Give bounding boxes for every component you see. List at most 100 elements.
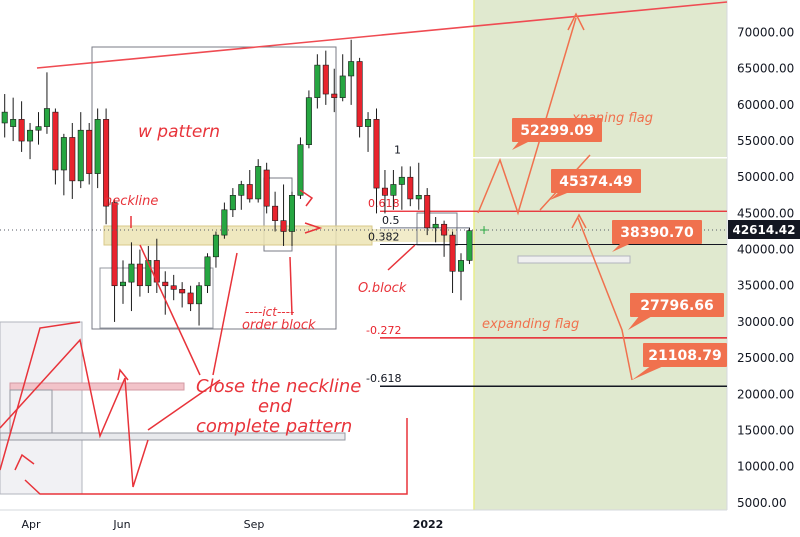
x-tick-label: Jun bbox=[112, 518, 130, 531]
close-end-label: end bbox=[258, 396, 292, 417]
current-price-text: 42614.42 bbox=[732, 223, 795, 237]
candle bbox=[339, 54, 346, 102]
fib-label: 1 bbox=[394, 144, 401, 157]
candle bbox=[272, 191, 279, 232]
ict-label-2: order block bbox=[242, 318, 316, 333]
price-tag: 27796.66 bbox=[628, 293, 724, 330]
candle bbox=[424, 188, 431, 236]
candle bbox=[365, 112, 372, 152]
candle bbox=[94, 108, 101, 189]
candle bbox=[52, 108, 59, 185]
candle bbox=[305, 90, 312, 149]
candle bbox=[136, 249, 143, 297]
close-arrow-2 bbox=[212, 252, 238, 376]
candle bbox=[120, 260, 127, 304]
candle bbox=[381, 170, 388, 214]
candle bbox=[398, 166, 405, 210]
expanding-flag-label: expanding flag bbox=[482, 317, 579, 332]
trend-line[interactable] bbox=[36, 1, 728, 69]
fib-levels: 1 0.618 0.5 0.382 -0.272 -0.618 bbox=[366, 144, 727, 387]
projection-up bbox=[477, 17, 577, 216]
candle bbox=[280, 184, 287, 246]
candle bbox=[356, 57, 363, 138]
candle bbox=[314, 54, 321, 109]
svg-text:45374.49: 45374.49 bbox=[559, 174, 633, 190]
candle bbox=[255, 159, 262, 203]
right-gray-bar bbox=[517, 255, 631, 264]
y-tick-label: 10000.00 bbox=[737, 460, 794, 474]
y-tick-label: 25000.00 bbox=[737, 351, 794, 365]
w-pattern-label: w pattern bbox=[138, 122, 220, 142]
candle bbox=[145, 245, 152, 293]
candle bbox=[77, 112, 84, 189]
ict-label-1: ----ict---- bbox=[245, 305, 294, 319]
candles bbox=[1, 39, 473, 326]
price-tag: 21108.79 bbox=[632, 343, 727, 380]
y-tick-label: 20000.00 bbox=[737, 387, 794, 401]
ict-arrow-side bbox=[304, 222, 323, 234]
fib-label: 0.618 bbox=[368, 197, 400, 210]
candle bbox=[466, 227, 473, 265]
x-tick-label: 2022 bbox=[413, 518, 444, 531]
candle bbox=[229, 188, 236, 218]
y-tick-label: 45000.00 bbox=[737, 206, 794, 220]
candle bbox=[221, 202, 228, 239]
y-tick-label: 30000.00 bbox=[737, 315, 794, 329]
w-arrows-left bbox=[14, 368, 129, 471]
fib-label: 0.5 bbox=[382, 214, 400, 227]
candle bbox=[407, 166, 414, 207]
candle bbox=[196, 282, 203, 326]
oblock-arrow bbox=[387, 244, 416, 271]
fib-label: -0.618 bbox=[366, 372, 401, 385]
candle bbox=[27, 122, 34, 160]
close-arrow-3 bbox=[147, 379, 221, 431]
candle bbox=[103, 108, 110, 225]
w-pattern-box bbox=[91, 46, 337, 330]
w-line-lower bbox=[0, 338, 149, 488]
y-tick-label: 60000.00 bbox=[737, 98, 794, 112]
candle bbox=[187, 285, 194, 312]
oblock-label: O.block bbox=[358, 281, 407, 296]
projection-down bbox=[577, 217, 633, 381]
y-tick-label: 50000.00 bbox=[737, 170, 794, 184]
svg-text:21108.79: 21108.79 bbox=[648, 348, 722, 364]
candle bbox=[415, 162, 422, 210]
candle bbox=[60, 133, 67, 196]
y-tick-label: 15000.00 bbox=[737, 423, 794, 437]
y-tick-label: 5000.00 bbox=[737, 496, 787, 510]
projection-lines bbox=[477, 12, 633, 381]
candle bbox=[322, 50, 329, 105]
fib-label: 0.382 bbox=[368, 231, 400, 244]
close-arrow-1 bbox=[139, 244, 201, 376]
candle bbox=[43, 72, 50, 134]
y-tick-label: 70000.00 bbox=[737, 26, 794, 40]
candle bbox=[111, 198, 118, 322]
forecast-zone bbox=[474, 0, 727, 510]
left-gray-zone bbox=[0, 321, 83, 495]
candle bbox=[86, 122, 93, 185]
oblock-zone bbox=[372, 229, 456, 242]
candle bbox=[212, 231, 219, 268]
y-tick-label: 35000.00 bbox=[737, 279, 794, 293]
svg-text:38390.70: 38390.70 bbox=[620, 225, 694, 241]
ict-arrow-bracket bbox=[299, 189, 314, 207]
candle bbox=[331, 68, 338, 113]
left-gray-bar bbox=[0, 432, 346, 441]
candle bbox=[204, 253, 211, 293]
complete-pattern-label: complete pattern bbox=[196, 416, 352, 437]
svg-text:27796.66: 27796.66 bbox=[640, 298, 714, 314]
candle bbox=[69, 122, 76, 199]
candle bbox=[170, 274, 177, 301]
fib-label: -0.272 bbox=[366, 324, 401, 337]
candle bbox=[373, 108, 380, 214]
candle bbox=[18, 101, 25, 152]
x-tick-label: Apr bbox=[21, 518, 41, 531]
x-tick-label: Sep bbox=[244, 518, 265, 531]
candle bbox=[432, 217, 439, 243]
close-neckline-label: Close the neckline bbox=[196, 376, 361, 397]
candle bbox=[162, 271, 169, 315]
svg-text:52299.09: 52299.09 bbox=[520, 123, 594, 139]
crosshair-plus: + bbox=[479, 223, 489, 237]
w-line-left bbox=[0, 321, 81, 471]
